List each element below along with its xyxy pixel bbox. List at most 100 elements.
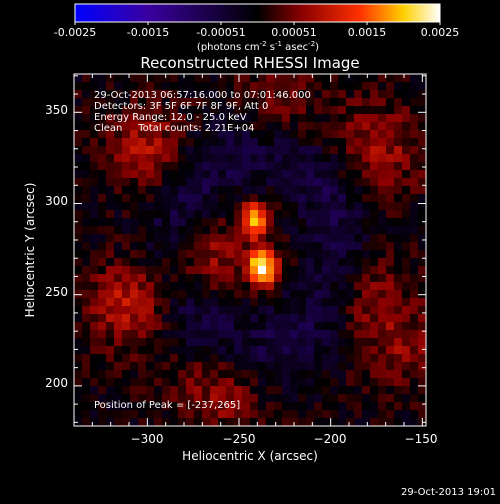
- heatmap-cell: [394, 346, 403, 355]
- heatmap-cell: [410, 162, 419, 171]
- heatmap-cell: [218, 354, 227, 363]
- heatmap-cell: [362, 98, 371, 107]
- heatmap-cell: [210, 282, 219, 291]
- heatmap-cell: [386, 122, 395, 131]
- heatmap-cell: [130, 322, 139, 331]
- heatmap-cell: [418, 346, 426, 355]
- heatmap-cell: [146, 410, 155, 419]
- heatmap-cell: [106, 226, 115, 235]
- heatmap-cell: [90, 314, 99, 323]
- heatmap-cell: [194, 114, 203, 123]
- heatmap-cell: [162, 314, 171, 323]
- heatmap-cell: [250, 330, 259, 339]
- heatmap-cell: [162, 258, 171, 267]
- heatmap-cell: [82, 298, 91, 307]
- heatmap-cell: [402, 402, 411, 411]
- heatmap-cell: [146, 362, 155, 371]
- heatmap-cell: [402, 378, 411, 387]
- heatmap-cell: [82, 322, 91, 331]
- heatmap-cell: [162, 170, 171, 179]
- heatmap-cell: [290, 306, 299, 315]
- heatmap-cell: [338, 122, 347, 131]
- heatmap-cell: [330, 186, 339, 195]
- heatmap-cell: [234, 354, 243, 363]
- heatmap-cell: [154, 410, 163, 419]
- heatmap-cell: [210, 210, 219, 219]
- heatmap-cell: [338, 274, 347, 283]
- heatmap-cell: [178, 330, 187, 339]
- heatmap-cell: [410, 90, 419, 99]
- heatmap-cell: [266, 250, 275, 259]
- heatmap-cell: [138, 90, 147, 99]
- heatmap-cell: [218, 138, 227, 147]
- heatmap-cell: [210, 106, 219, 115]
- heatmap-cell: [186, 314, 195, 323]
- heatmap-cell: [74, 394, 83, 403]
- heatmap-cell: [346, 114, 355, 123]
- heatmap-cell: [410, 138, 419, 147]
- heatmap-cell: [354, 410, 363, 419]
- heatmap-cell: [234, 130, 243, 139]
- heatmap-cell: [146, 306, 155, 315]
- heatmap-cell: [194, 402, 203, 411]
- heatmap-cell: [74, 354, 83, 363]
- heatmap-cell: [130, 170, 139, 179]
- heatmap-cell: [402, 274, 411, 283]
- heatmap-cell: [338, 114, 347, 123]
- heatmap-cell: [266, 186, 275, 195]
- heatmap-cell: [90, 258, 99, 267]
- heatmap-cell: [378, 322, 387, 331]
- heatmap-cell: [82, 242, 91, 251]
- heatmap-cell: [282, 338, 291, 347]
- heatmap-cell: [82, 266, 91, 275]
- heatmap-cell: [74, 346, 83, 355]
- heatmap-cell: [186, 162, 195, 171]
- annotation-clean-counts: Clean Total counts: 2.21E+04: [94, 123, 254, 134]
- heatmap-cell: [298, 306, 307, 315]
- heatmap-cell: [90, 122, 99, 131]
- heatmap-cell: [418, 138, 426, 147]
- heatmap-cell: [194, 122, 203, 131]
- heatmap-cell: [338, 202, 347, 211]
- heatmap-cell: [418, 234, 426, 243]
- heatmap-cell: [306, 106, 315, 115]
- heatmap-cell: [418, 338, 426, 347]
- heatmap-cell: [210, 178, 219, 187]
- heatmap-cell: [290, 378, 299, 387]
- heatmap-cell: [74, 74, 83, 83]
- heatmap-cell: [106, 202, 115, 211]
- heatmap-cell: [306, 114, 315, 123]
- heatmap-cell: [194, 98, 203, 107]
- heatmap-cell: [338, 282, 347, 291]
- heatmap-cell: [370, 106, 379, 115]
- heatmap-cell: [122, 290, 131, 299]
- heatmap-cell: [290, 274, 299, 283]
- heatmap-cell: [218, 346, 227, 355]
- heatmap-cell: [114, 298, 123, 307]
- heatmap-cell: [322, 202, 331, 211]
- heatmap-cell: [322, 194, 331, 203]
- heatmap-cell: [122, 170, 131, 179]
- heatmap-cell: [314, 362, 323, 371]
- heatmap-cell: [146, 130, 155, 139]
- heatmap-cell: [378, 266, 387, 275]
- heatmap-cell: [114, 170, 123, 179]
- heatmap-cell: [314, 202, 323, 211]
- heatmap-cell: [74, 122, 83, 131]
- heatmap-cell: [138, 378, 147, 387]
- heatmap-cell: [394, 154, 403, 163]
- heatmap-cell: [178, 402, 187, 411]
- heatmap-cell: [234, 306, 243, 315]
- heatmap-cell: [394, 290, 403, 299]
- heatmap-cell: [386, 114, 395, 123]
- heatmap-cell: [154, 258, 163, 267]
- heatmap-cell: [370, 234, 379, 243]
- heatmap-cell: [90, 74, 99, 83]
- heatmap-cell: [306, 234, 315, 243]
- heatmap-cell: [258, 306, 267, 315]
- heatmap-cell: [314, 378, 323, 387]
- heatmap-cell: [402, 346, 411, 355]
- heatmap-cell: [346, 362, 355, 371]
- heatmap-cell: [114, 234, 123, 243]
- heatmap-cell: [266, 338, 275, 347]
